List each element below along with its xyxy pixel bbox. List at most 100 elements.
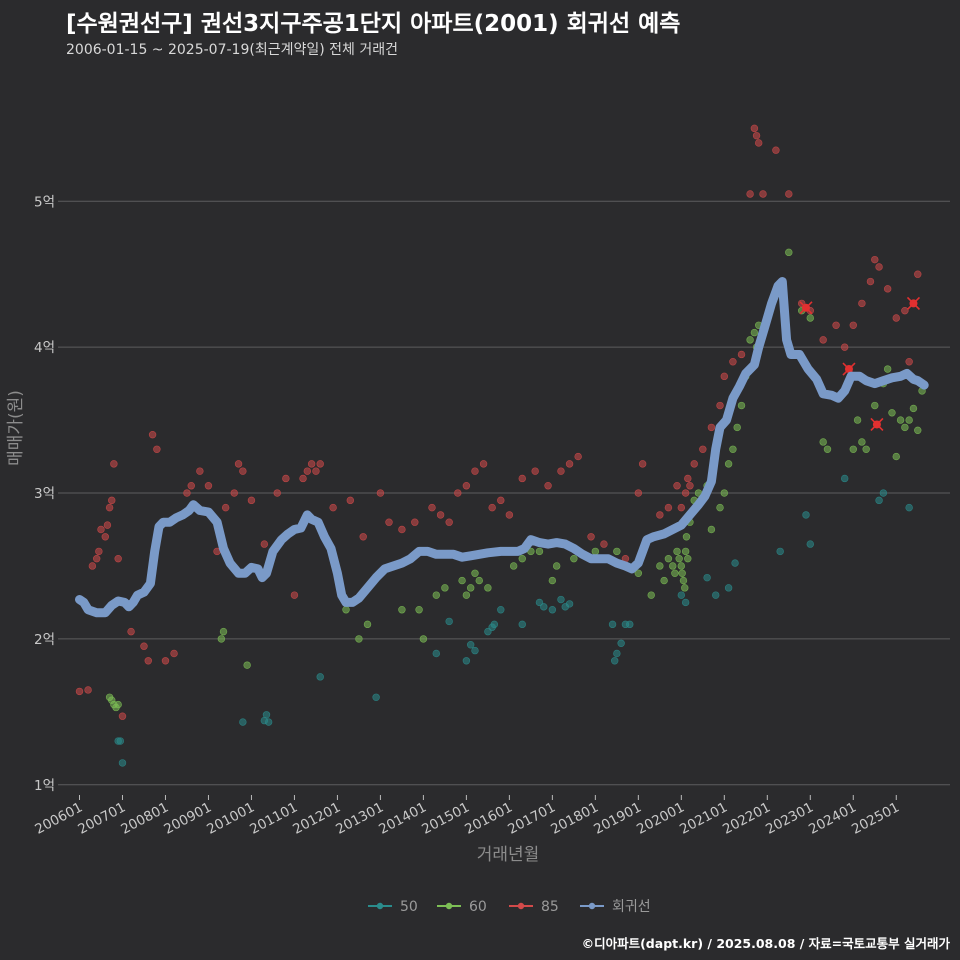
point-series-85 (428, 503, 436, 512)
x-tick-label: 201701 (505, 799, 558, 837)
point-series-60 (737, 401, 746, 410)
point-series-60 (746, 336, 754, 344)
point-series-85 (359, 533, 367, 541)
point-series-85 (84, 686, 92, 694)
point-series-85 (144, 657, 152, 665)
point-series-85 (97, 525, 105, 534)
point-series-60 (398, 606, 406, 614)
point-series-85 (690, 460, 698, 468)
point-series-85 (677, 503, 686, 512)
point-series-85 (462, 482, 471, 490)
x-axis-ticks: 2006012007012008012009012010012011012012… (32, 795, 902, 838)
point-series-85 (101, 533, 109, 541)
point-series-50 (608, 620, 617, 629)
point-series-85 (161, 657, 170, 665)
point-series-60 (682, 533, 691, 541)
point-series-85 (376, 489, 385, 497)
point-series-60 (342, 606, 350, 614)
highlight-points (799, 296, 921, 432)
chart-subtitle: 2006-01-15 ~ 2025-07-19(최근계약일) 전체 거래건 (66, 42, 398, 58)
point-series-85 (92, 554, 101, 563)
grid-lines (58, 200, 950, 786)
point-series-50 (565, 600, 574, 608)
point-series-60 (591, 547, 600, 556)
y-tick-label: 4억 (34, 340, 55, 356)
x-tick-label: 201601 (462, 799, 515, 837)
chart-title: [수원권선구] 권선3지구주공1단지 아파트(2001) 회귀선 예측 (66, 11, 681, 37)
point-series-50 (731, 559, 739, 567)
y-tick-label: 5억 (34, 194, 55, 210)
x-axis-title: 거래년월 (477, 845, 540, 865)
x-tick-label: 201301 (333, 799, 386, 837)
point-series-60 (509, 562, 518, 570)
point-series-85 (531, 467, 539, 475)
x-tick-label: 201101 (247, 799, 300, 837)
point-series-60 (656, 562, 664, 570)
point-series-85 (488, 503, 496, 512)
point-series-85 (75, 687, 84, 696)
point-series-85 (785, 190, 793, 198)
point-series-50 (445, 617, 453, 626)
point-series-60 (819, 438, 827, 446)
y-axis-ticks: 1억 2억 3억 4억 5억 (34, 194, 55, 794)
point-series-60 (720, 489, 729, 497)
point-series-85 (234, 460, 243, 468)
point-series-50 (557, 595, 565, 604)
point-series-85 (282, 474, 290, 483)
point-series-60 (664, 554, 673, 563)
point-series-85 (312, 467, 320, 475)
legend-swatch-dot (376, 902, 384, 910)
point-series-85 (759, 190, 767, 198)
point-series-85 (88, 562, 97, 570)
point-series-60 (716, 503, 724, 512)
point-series-60 (892, 452, 900, 461)
point-series-60 (647, 591, 655, 599)
point-series-60 (518, 554, 526, 563)
point-series-60 (535, 547, 544, 556)
point-series-50 (316, 673, 324, 681)
point-series-85 (634, 489, 643, 497)
point-series-60 (548, 576, 557, 585)
point-series-85 (557, 467, 565, 475)
point-series-50 (264, 718, 273, 726)
legend-item: 60 (437, 899, 487, 915)
point-series-85 (445, 518, 453, 526)
highlight-marker (906, 296, 921, 310)
point-series-85 (103, 521, 112, 529)
point-series-50 (617, 639, 625, 647)
x-tick-label: 201001 (204, 799, 257, 837)
point-series-50 (540, 603, 548, 611)
point-series-60 (679, 576, 688, 585)
x-tick-label: 200701 (75, 799, 128, 837)
point-series-60 (660, 576, 668, 585)
point-series-85 (681, 489, 690, 497)
point-series-85 (127, 627, 135, 636)
point-series-50 (712, 591, 720, 599)
point-series-50 (372, 693, 380, 701)
point-series-60 (570, 554, 578, 563)
point-series-60 (858, 438, 866, 446)
point-series-85 (752, 131, 761, 140)
point-series-50 (239, 718, 247, 726)
point-series-85 (840, 343, 849, 351)
point-series-85 (901, 306, 909, 315)
point-series-60 (475, 576, 483, 585)
point-series-60 (909, 404, 918, 413)
point-series-85 (221, 503, 230, 512)
point-series-85 (729, 358, 737, 366)
point-series-50 (613, 649, 621, 658)
point-series-50 (905, 503, 913, 512)
point-series-50 (462, 657, 471, 665)
point-series-50 (484, 627, 492, 636)
point-series-85 (196, 467, 204, 475)
point-series-50 (535, 598, 544, 607)
point-series-50 (116, 737, 125, 745)
point-series-60 (363, 620, 372, 629)
point-series-60 (684, 554, 692, 563)
point-series-85 (565, 460, 574, 468)
point-series-50 (879, 489, 888, 497)
point-series-60 (613, 547, 621, 556)
point-series-60 (871, 401, 879, 410)
point-series-85 (746, 190, 754, 198)
point-series-85 (914, 270, 922, 278)
